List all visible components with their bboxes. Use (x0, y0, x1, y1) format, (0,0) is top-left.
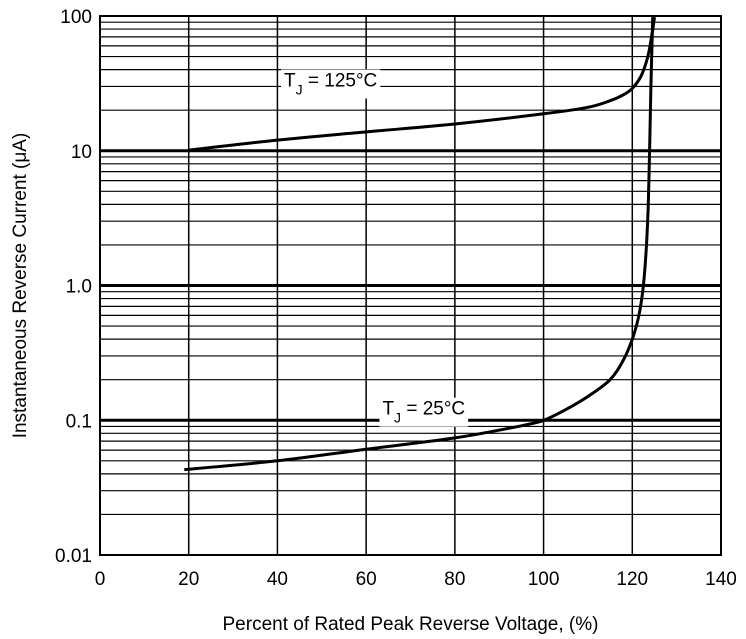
y-axis-label: Instantaneous Reverse Current (μA) (10, 133, 31, 439)
plot-frame (99, 15, 722, 556)
series-label-0: TJ = 125°C (284, 70, 377, 97)
series-line-1 (184, 17, 655, 472)
x-tick-label: 80 (444, 569, 465, 590)
series-line-0 (188, 16, 656, 152)
series-label-background (281, 69, 381, 99)
y-tick-label: 100 (60, 7, 92, 28)
x-tick-label: 140 (705, 569, 737, 590)
y-tick-label: 0.01 (55, 546, 92, 567)
x-axis-label: Percent of Rated Peak Reverse Voltage, (… (223, 614, 599, 635)
x-tick-labels: 0 20 40 60 80 100 120 140 (95, 569, 737, 590)
x-tick-label: 120 (616, 569, 648, 590)
x-tick-label: 40 (267, 569, 288, 590)
series-labels: TJ = 125°C TJ = 25°C (281, 69, 469, 427)
y-tick-label: 1.0 (66, 277, 92, 298)
y-tick-label: 0.1 (66, 411, 92, 432)
series-lines (184, 16, 656, 472)
y-tick-label: 10 (71, 142, 92, 163)
x-tick-label: 60 (356, 569, 377, 590)
series-label-1: TJ = 25°C (382, 399, 465, 426)
grid (100, 16, 721, 555)
x-tick-label: 0 (95, 569, 106, 590)
series-label-background (379, 397, 469, 427)
x-tick-label: 20 (178, 569, 199, 590)
y-tick-labels: 100 10 1.0 0.1 0.01 (55, 7, 92, 567)
x-tick-label: 100 (528, 569, 560, 590)
